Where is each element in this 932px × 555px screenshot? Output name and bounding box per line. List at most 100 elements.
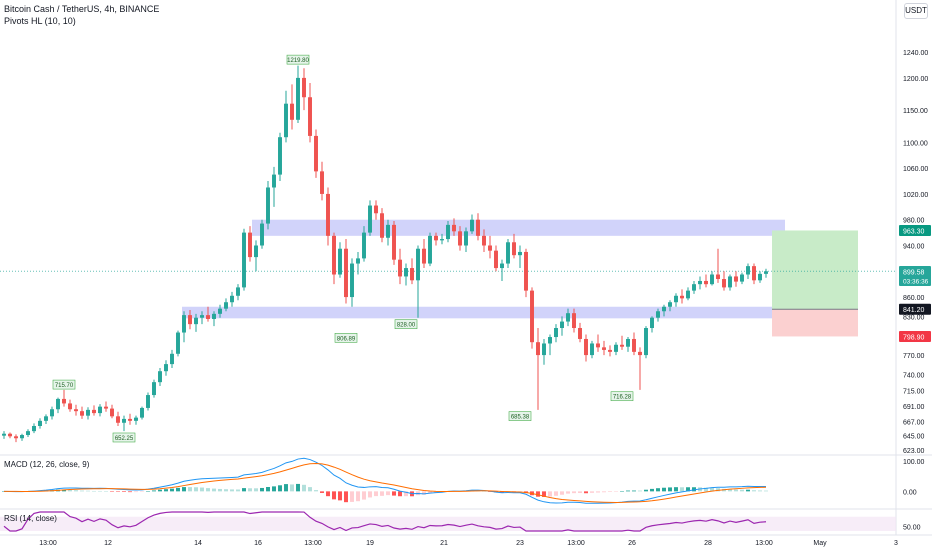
macd-histogram-bar (386, 491, 390, 496)
macd-histogram-bar (344, 491, 348, 503)
candle-body (668, 302, 672, 307)
candle-body (278, 137, 282, 175)
candle-body (350, 263, 354, 298)
candle-body (554, 328, 558, 338)
time-axis-label: 13:00 (39, 540, 57, 547)
candle-body (212, 313, 216, 319)
macd-histogram-bar (110, 491, 114, 492)
candle-body (758, 273, 762, 281)
macd-histogram-bar (434, 491, 438, 493)
price-tick-label: 645.00 (903, 434, 925, 441)
candle-body (560, 321, 564, 329)
symbol-title[interactable]: Bitcoin Cash / TetherUS, 4h, BINANCE (4, 4, 160, 14)
time-axis-label: 21 (440, 540, 448, 547)
macd-histogram-bar (578, 491, 582, 494)
candle-body (518, 251, 522, 256)
candle-body (20, 435, 24, 439)
candle-body (182, 315, 186, 333)
price-tick-label: 667.00 (903, 419, 925, 426)
price-tag-box (899, 303, 931, 315)
macd-histogram-bar (200, 487, 204, 492)
candle-body (50, 409, 54, 417)
macd-histogram-bar (248, 488, 252, 492)
pivot-label-text: 715.70 (55, 383, 74, 389)
candle-body (134, 417, 138, 421)
candle-body (8, 433, 12, 437)
macd-histogram-bar (752, 490, 756, 492)
macd-histogram-bar (374, 491, 378, 497)
time-axis-label: 12 (104, 540, 112, 547)
candle-body (158, 371, 162, 383)
macd-histogram-bar (398, 491, 402, 497)
candle-body (266, 187, 270, 224)
macd-histogram-bar (662, 487, 666, 492)
rsi-label[interactable]: RSI (14, close) (4, 514, 57, 523)
price-tick-label: 940.00 (903, 244, 925, 251)
candle-body (38, 420, 42, 426)
pivot-label-box (508, 411, 532, 421)
price-tag-subtext: 03:36:36 (903, 279, 929, 286)
candle-body (176, 332, 180, 354)
macd-histogram-bar (254, 488, 258, 492)
macd-histogram-bar (260, 487, 264, 492)
macd-histogram-bar (62, 489, 66, 492)
macd-histogram-bar (218, 488, 222, 492)
indicator-title[interactable]: Pivots HL (10, 10) (4, 16, 76, 26)
time-axis-label: 23 (516, 540, 524, 547)
candle-body (32, 425, 36, 432)
candle-body (308, 97, 312, 136)
candle-body (764, 271, 768, 274)
macd-histogram-bar (422, 491, 426, 495)
macd-histogram-bar (224, 489, 228, 492)
macd-histogram-bar (392, 491, 396, 496)
price-tick-label: 830.00 (903, 314, 925, 321)
macd-histogram-bar (560, 491, 564, 495)
candle-body (506, 242, 510, 264)
price-tag-box (899, 266, 931, 287)
macd-histogram-bar (608, 491, 612, 492)
position-target-zone (772, 230, 858, 310)
macd-histogram-bar (326, 491, 330, 497)
macd-histogram-bar (740, 489, 744, 492)
candle-body (74, 409, 78, 412)
time-axis-label: 3 (894, 540, 898, 547)
price-tag-stop: 798.90 (899, 330, 931, 342)
macd-histogram-bar (536, 491, 540, 497)
macd-histogram-bar (548, 491, 552, 497)
candle-body (464, 231, 468, 246)
macd-histogram-bar (188, 487, 192, 492)
macd-label[interactable]: MACD (12, 26, close, 9) (4, 460, 90, 469)
macd-histogram-bar (122, 491, 126, 492)
sr-zone (182, 306, 785, 319)
candle-body (704, 280, 708, 285)
macd-histogram-bar (590, 491, 594, 493)
candle-body (2, 433, 6, 436)
candle-body (296, 77, 300, 120)
macd-histogram-bar (710, 487, 714, 492)
macd-histogram-bar (638, 490, 642, 492)
sr-zone (252, 219, 785, 236)
macd-histogram-bar (80, 490, 84, 492)
candle-body (242, 232, 246, 288)
macd-histogram-bar (338, 491, 342, 501)
candle-body (194, 317, 198, 325)
macd-histogram-bar (680, 487, 684, 492)
macd-histogram-bar (656, 488, 660, 492)
currency-button[interactable]: USDT (904, 3, 928, 19)
pivot-label: 715.70 (52, 379, 76, 390)
macd-histogram-bar (620, 491, 624, 492)
candle-body (218, 308, 222, 314)
time-axis-label: 13:00 (304, 540, 322, 547)
candle-body (446, 224, 450, 240)
pivot-label: 716.28 (610, 391, 634, 402)
candle-body (392, 224, 396, 260)
candle-body (692, 284, 696, 291)
candle-body (650, 317, 654, 329)
macd-histogram-bar (104, 491, 108, 492)
time-axis-label: 13:00 (755, 540, 773, 547)
price-tick-label: 740.00 (903, 372, 925, 379)
candle-body (698, 280, 702, 285)
candle-body (236, 287, 240, 296)
